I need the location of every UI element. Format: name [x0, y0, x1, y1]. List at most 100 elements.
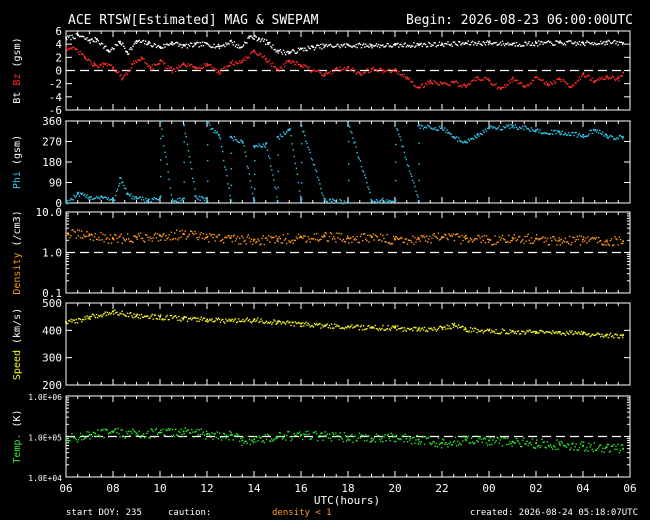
data-dot	[297, 181, 300, 184]
data-dot	[376, 435, 379, 437]
data-dot	[431, 237, 433, 239]
data-dot	[567, 241, 569, 243]
data-dot	[590, 79, 592, 81]
data-dot	[608, 76, 610, 79]
data-dot	[469, 138, 472, 140]
data-dot	[391, 200, 394, 202]
data-dot	[446, 324, 448, 326]
y-tick-label: 0.1	[42, 287, 62, 300]
data-dot	[449, 441, 451, 443]
data-dot	[583, 331, 585, 333]
data-dot	[87, 435, 89, 437]
data-dot	[260, 53, 262, 56]
data-dot	[310, 71, 312, 73]
data-dot	[141, 58, 143, 60]
data-dot	[70, 198, 72, 200]
data-dot	[432, 128, 434, 131]
data-dot	[245, 440, 247, 443]
data-dot	[184, 427, 186, 429]
data-dot	[469, 441, 472, 444]
data-point	[535, 237, 537, 240]
data-point	[159, 234, 161, 237]
data-dot	[381, 199, 383, 201]
data-dot	[241, 444, 243, 447]
data-point	[300, 434, 302, 436]
data-dot	[337, 434, 339, 437]
data-dot	[207, 121, 209, 123]
data-dot	[541, 41, 543, 43]
data-dot	[424, 43, 427, 46]
data-dot	[610, 445, 613, 447]
data-dot	[105, 197, 107, 199]
data-dot	[105, 45, 107, 47]
data-dot	[324, 74, 326, 76]
data-dot	[468, 44, 471, 46]
data-dot	[173, 435, 176, 438]
data-dot	[554, 44, 556, 46]
data-dot	[131, 240, 133, 243]
data-dot	[483, 131, 486, 133]
data-dot	[119, 75, 121, 77]
data-dot	[218, 234, 221, 236]
data-dot	[492, 42, 494, 45]
data-dot	[357, 437, 359, 439]
data-dot	[86, 194, 88, 196]
data-dot	[171, 72, 174, 74]
data-dot	[596, 43, 599, 45]
data-dot	[100, 314, 102, 316]
data-point	[88, 234, 91, 237]
data-dot	[460, 444, 462, 446]
data-dot	[534, 131, 537, 133]
data-point	[347, 237, 349, 239]
data-dot	[338, 439, 340, 441]
data-dot	[79, 318, 82, 321]
data-dot	[563, 445, 566, 447]
data-dot	[557, 240, 559, 242]
data-dot	[439, 127, 442, 130]
data-dot	[361, 73, 364, 75]
data-point	[323, 434, 326, 437]
data-dot	[356, 72, 358, 74]
data-point	[464, 140, 467, 143]
data-dot	[418, 87, 420, 89]
data-dot	[382, 324, 384, 327]
data-dot	[510, 78, 512, 81]
data-dot	[430, 127, 432, 130]
data-dot	[73, 319, 75, 321]
data-dot	[322, 326, 324, 328]
data-point	[523, 86, 526, 88]
data-dot	[138, 235, 140, 237]
data-dot	[455, 136, 458, 138]
data-dot	[198, 195, 200, 198]
data-dot	[291, 239, 293, 241]
data-dot	[115, 428, 117, 430]
data-dot	[275, 188, 277, 190]
data-dot	[115, 312, 117, 314]
data-dot	[267, 321, 270, 324]
data-dot	[406, 327, 409, 330]
data-dot	[355, 43, 357, 46]
data-dot	[516, 45, 519, 47]
data-dot	[140, 313, 143, 316]
data-dot	[476, 331, 478, 334]
data-dot	[557, 331, 559, 333]
data-dot	[120, 233, 122, 235]
data-dot	[345, 43, 348, 45]
y-tick-label: 1.0	[42, 247, 62, 260]
data-dot	[590, 43, 592, 45]
data-dot	[577, 331, 580, 333]
data-dot	[79, 192, 82, 195]
data-dot	[132, 241, 134, 244]
data-dot	[402, 145, 404, 148]
data-dot	[69, 237, 71, 239]
data-dot	[255, 52, 257, 54]
data-dot	[281, 68, 284, 70]
data-point	[347, 121, 349, 124]
data-dot	[146, 43, 148, 46]
data-dot	[336, 232, 338, 234]
data-dot	[376, 200, 379, 203]
data-dot	[490, 239, 492, 241]
data-dot	[134, 41, 136, 43]
data-dot	[250, 439, 253, 441]
data-dot	[588, 133, 590, 135]
